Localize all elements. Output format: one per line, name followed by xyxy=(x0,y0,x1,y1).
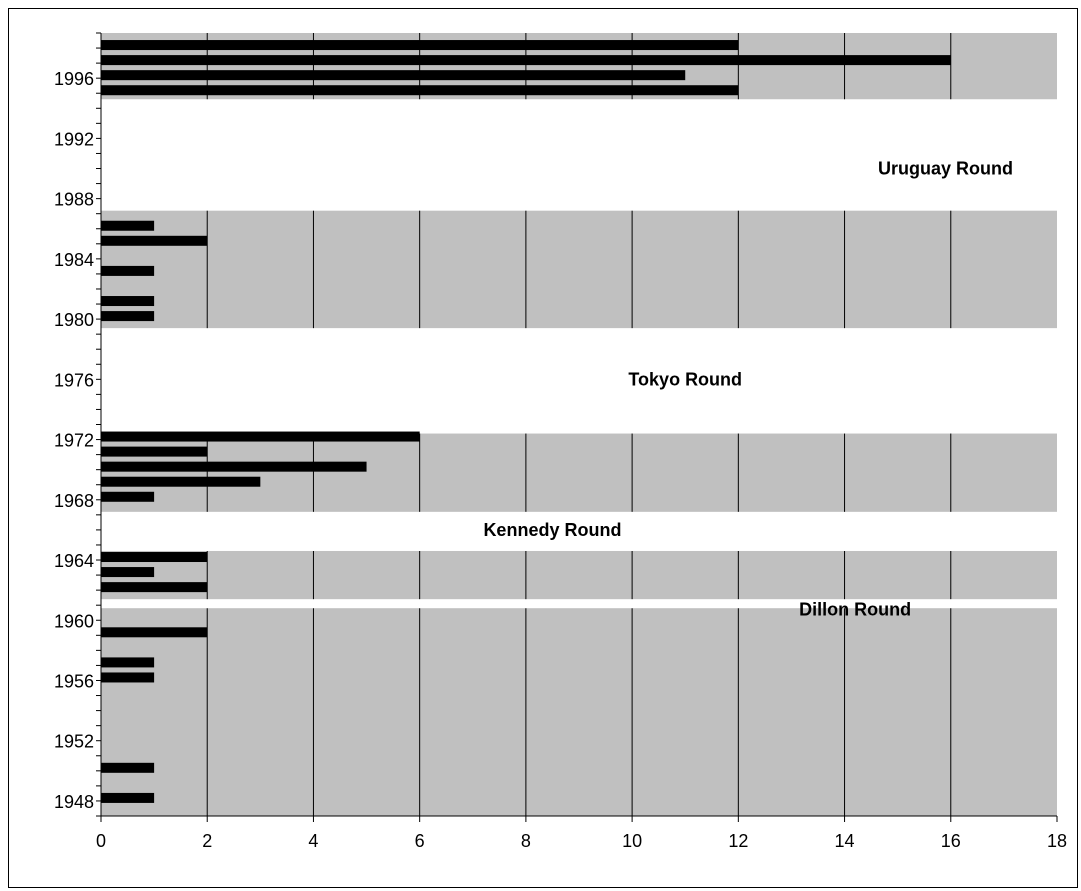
x-tick-label: 6 xyxy=(415,831,425,851)
y-tick-label: 1996 xyxy=(54,69,94,89)
bar xyxy=(101,461,367,472)
y-tick-label: 1960 xyxy=(54,611,94,631)
round-label: Kennedy Round xyxy=(483,520,621,540)
bar xyxy=(101,552,208,563)
x-tick-label: 12 xyxy=(728,831,748,851)
x-tick-label: 16 xyxy=(941,831,961,851)
bar xyxy=(101,431,420,442)
bar xyxy=(101,491,155,502)
bar xyxy=(101,265,155,276)
y-tick-label: 1968 xyxy=(54,491,94,511)
bar xyxy=(101,85,739,96)
y-tick-label: 1948 xyxy=(54,792,94,812)
round-label: Tokyo Round xyxy=(628,369,742,389)
bar xyxy=(101,446,208,457)
bar xyxy=(101,40,739,51)
x-tick-label: 0 xyxy=(96,831,106,851)
x-tick-label: 8 xyxy=(521,831,531,851)
x-tick-label: 4 xyxy=(308,831,318,851)
round-label: Dillon Round xyxy=(799,600,911,620)
y-tick-label: 1972 xyxy=(54,431,94,451)
y-tick-label: 1976 xyxy=(54,370,94,390)
bar xyxy=(101,220,155,231)
y-tick-label: 1956 xyxy=(54,671,94,691)
bar xyxy=(101,311,155,322)
x-tick-label: 2 xyxy=(202,831,212,851)
bar xyxy=(101,762,155,773)
bar xyxy=(101,476,261,487)
shaded-period xyxy=(101,608,1057,816)
y-tick-label: 1992 xyxy=(54,129,94,149)
bar xyxy=(101,55,951,66)
bar xyxy=(101,567,155,578)
y-tick-label: 1984 xyxy=(54,250,94,270)
bar xyxy=(101,657,155,668)
x-tick-label: 10 xyxy=(622,831,642,851)
bar xyxy=(101,296,155,307)
bar xyxy=(101,672,155,683)
shaded-period xyxy=(101,433,1057,512)
y-tick-label: 1988 xyxy=(54,190,94,210)
y-tick-label: 1952 xyxy=(54,732,94,752)
y-tick-label: 1964 xyxy=(54,551,94,571)
bar xyxy=(101,235,208,246)
bar xyxy=(101,627,208,638)
x-tick-label: 14 xyxy=(835,831,855,851)
bar xyxy=(101,792,155,803)
x-tick-label: 18 xyxy=(1047,831,1067,851)
y-tick-label: 1980 xyxy=(54,310,94,330)
bar xyxy=(101,70,686,81)
round-label: Uruguay Round xyxy=(878,159,1013,179)
shaded-period xyxy=(101,210,1057,329)
bar xyxy=(101,582,208,593)
shaded-period xyxy=(101,550,1057,600)
